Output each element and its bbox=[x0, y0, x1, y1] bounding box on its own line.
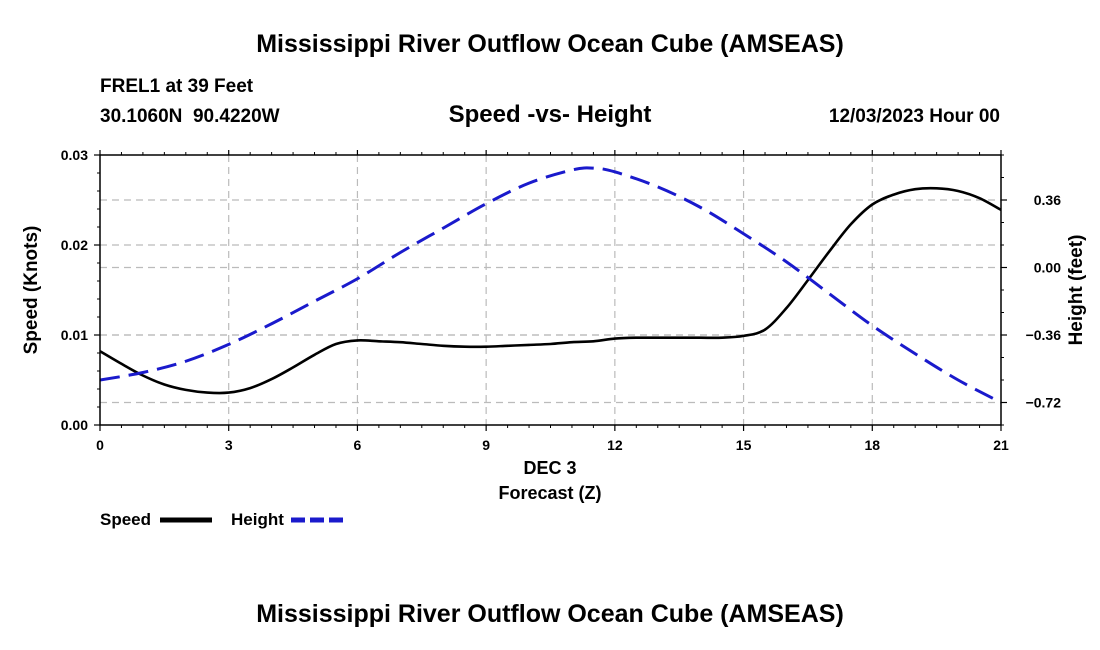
x-tick-label: 0 bbox=[96, 437, 104, 453]
x-axis-title: Forecast (Z) bbox=[498, 483, 602, 503]
datetime: 12/03/2023 Hour 00 bbox=[828, 106, 1000, 127]
y2-tick-label: 0.00 bbox=[1034, 260, 1061, 276]
y2-axis-title: Height (feet) bbox=[1066, 235, 1087, 346]
x-tick-label: 3 bbox=[225, 437, 233, 453]
legend-speed-label: Speed bbox=[100, 510, 151, 529]
legend: Speed Height bbox=[100, 510, 343, 529]
x-tick-label: 18 bbox=[864, 437, 880, 453]
top-title: Mississippi River Outflow Ocean Cube (AM… bbox=[256, 30, 844, 58]
x-tick-label: 6 bbox=[354, 437, 362, 453]
y-tick-label: 0.02 bbox=[61, 237, 88, 253]
tick-labels: 0 3 6 9 12 15 18 21 0.00 0.01 0.02 0.03 0.36 0.00 −0.3… bbox=[61, 147, 1061, 453]
y-tick-label: 0.01 bbox=[61, 327, 88, 343]
height-series-line bbox=[100, 166, 1001, 404]
x-tick-label: 21 bbox=[993, 437, 1009, 453]
series-layer bbox=[100, 166, 1001, 404]
y-tick-label: 0.00 bbox=[61, 417, 88, 433]
speed-series-line bbox=[100, 186, 1001, 395]
axis-ticks bbox=[94, 150, 1007, 431]
bottom-title: Mississippi River Outflow Ocean Cube (AM… bbox=[256, 600, 844, 628]
coordinates: 30.1060N 90.4220W bbox=[100, 106, 280, 127]
y-tick-label: 0.03 bbox=[61, 147, 88, 163]
y2-tick-label: −0.36 bbox=[1026, 327, 1062, 343]
x-tick-label: 9 bbox=[482, 437, 490, 453]
date-label: DEC 3 bbox=[523, 458, 577, 478]
grid-lines bbox=[100, 155, 1001, 425]
x-tick-label: 12 bbox=[607, 437, 623, 453]
x-tick-label: 15 bbox=[736, 437, 752, 453]
speed-height-chart: 0 3 6 9 12 15 18 21 0.00 0.01 0.02 0.03 0.36 0.00 −0.3… bbox=[21, 147, 1087, 529]
y2-tick-label: 0.36 bbox=[1034, 192, 1061, 208]
chart-subtitle: Speed -vs- Height bbox=[448, 101, 652, 128]
y2-tick-label: −0.72 bbox=[1026, 395, 1062, 411]
legend-height-label: Height bbox=[231, 510, 284, 529]
y-axis-title: Speed (Knots) bbox=[21, 226, 42, 355]
station-label: FREL1 at 39 Feet bbox=[100, 76, 254, 97]
plot-frame bbox=[99, 154, 1002, 426]
